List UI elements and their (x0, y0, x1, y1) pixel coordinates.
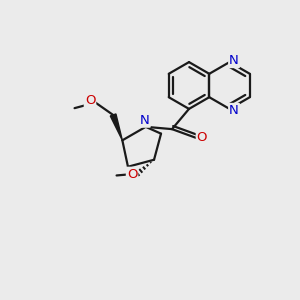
Text: N: N (229, 104, 239, 117)
Polygon shape (110, 114, 122, 140)
Text: O: O (85, 94, 95, 107)
Text: O: O (127, 168, 137, 181)
Text: O: O (197, 131, 207, 144)
Text: N: N (229, 54, 239, 67)
Text: N: N (140, 114, 150, 127)
